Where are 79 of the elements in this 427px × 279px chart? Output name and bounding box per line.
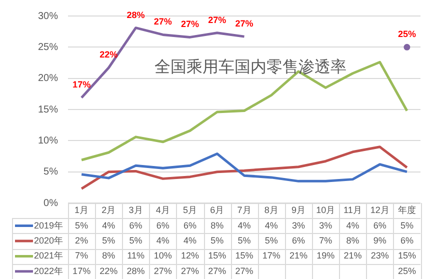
data-label: 4% [184,235,197,246]
text: 全国乘用车国内零售渗透率 [154,58,346,76]
data-label: 5% [75,220,88,230]
data-label: 15% [208,250,226,261]
x-tick-label: 年度 [398,205,416,216]
data-label: 10% [154,250,172,261]
data-label: 4% [264,220,278,230]
data-label: 15% [235,250,254,261]
annotation: 27% [235,18,254,29]
x-tick-label: 4月 [156,205,170,216]
data-label: 9% [373,235,386,246]
data-label: 27% [181,266,200,276]
legend-label: 2022年 [34,266,64,276]
data-label: 21% [344,250,362,261]
legend-label: 2019年 [34,220,64,230]
data-label: 27% [235,266,254,276]
data-label: 27% [208,266,226,276]
data-label: 7% [75,250,88,261]
data-label: 8% [102,250,116,261]
data-label: 19% [316,250,335,261]
x-tick-label: 5月 [183,205,198,216]
data-label: 17% [72,266,91,276]
data-label: 5% [102,235,116,246]
data-label: 5% [400,220,414,230]
y-tick-label: 20% [38,73,58,84]
data-label: 15% [398,250,416,261]
data-label: 3% [319,220,332,230]
data-label: 4% [102,220,116,230]
x-tick-label: 6月 [210,205,224,216]
y-tick-label: 30% [38,10,58,22]
data-label: 4% [156,235,170,246]
data-label: 4% [346,220,360,230]
data-label: 5% [210,235,224,246]
x-tick-label: 12月 [370,205,390,216]
data-label: 3% [292,220,305,230]
data-label: 28% [126,266,145,276]
x-tick-label: 11月 [344,205,362,216]
y-tick-label: 10% [38,135,58,146]
annotation: 27% [181,19,200,30]
x-tick-label: 7月 [237,205,252,216]
data-label: 12% [181,250,200,261]
data-label: 6% [400,235,414,246]
data-label: 17% [262,250,280,261]
data-label: 5% [264,235,278,246]
data-label: 25% [398,266,416,276]
data-label: 7% [319,235,332,246]
x-tick-label: 2月 [102,205,116,216]
annotation: 28% [126,10,145,20]
data-label: 2% [75,235,88,246]
x-tick-label: 3月 [128,205,143,216]
legend-label: 2021年 [34,250,64,261]
x-tick-label: 8月 [264,205,278,216]
data-label: 6% [292,235,305,246]
data-label: 22% [100,266,118,276]
data-label: 27% [154,266,172,276]
data-label: 6% [156,220,170,230]
legend-label: 2020年 [34,235,64,246]
data-label: 6% [184,220,197,230]
annotation: 27% [154,16,172,27]
annotation: 27% [208,14,226,25]
data-label: 4% [238,220,251,230]
data-label: 8% [346,235,360,246]
data-label: 5% [238,235,251,246]
y-tick-label: 15% [38,104,58,116]
data-label: 6% [373,220,386,230]
y-tick-label: 5% [44,166,58,178]
data-label: 8% [210,220,224,230]
data-label: 5% [129,235,142,246]
x-tick-label: 10月 [316,205,336,216]
data-label: 23% [370,250,389,261]
x-tick-label: 9月 [291,205,306,216]
data-label: 6% [129,220,142,230]
y-tick-label: 25% [38,42,58,53]
annotation: 17% [72,80,91,90]
x-tick-label: 1月 [74,205,89,216]
y-tick-label: 0% [44,198,58,209]
data-label: 21% [289,250,308,261]
data-label: 11% [127,250,144,261]
annotation: 25% [398,29,416,40]
